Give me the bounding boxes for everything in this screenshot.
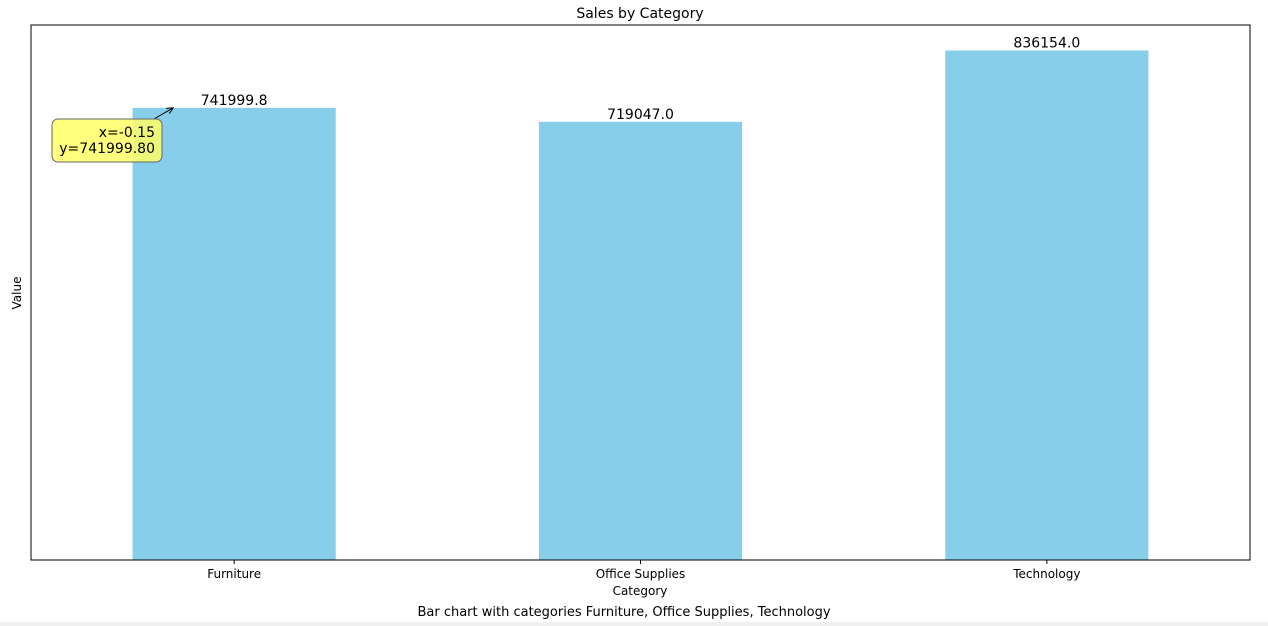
x-tick-label: Technology <box>1012 567 1080 581</box>
bar-value-labels-group: 741999.8 719047.0 836154.0 <box>201 35 1080 122</box>
x-axis-label: Category <box>613 584 668 598</box>
annotation-x-text: x=-0.15 <box>99 125 155 141</box>
bar-furniture[interactable] <box>132 107 336 560</box>
annotation-arrowhead <box>166 107 175 114</box>
x-tick-label: Office Supplies <box>596 567 686 581</box>
annotation-arrow <box>153 107 174 120</box>
x-tick-label: Furniture <box>207 567 261 581</box>
chart-title: Sales by Category <box>576 6 703 22</box>
annotation-box <box>51 118 163 163</box>
annotation-y-text: y=741999.80 <box>59 141 155 157</box>
y-axis-label: Value <box>10 277 24 310</box>
hover-annotation: x=-0.15 y=741999.80 <box>51 107 175 163</box>
chart-caption: Bar chart with categories Furniture, Off… <box>417 605 830 620</box>
bar-office-supplies[interactable] <box>538 121 743 560</box>
bar-value-label: 836154.0 <box>1013 35 1080 51</box>
plot-frame <box>30 24 1251 561</box>
bar-technology[interactable] <box>945 50 1149 560</box>
bars-group <box>132 50 1149 560</box>
x-ticks-group: Furniture Office Supplies Technology <box>207 560 1080 581</box>
bar-value-label: 719047.0 <box>607 107 674 123</box>
bar-value-label: 741999.8 <box>201 93 268 109</box>
bottom-strip <box>0 622 1268 626</box>
